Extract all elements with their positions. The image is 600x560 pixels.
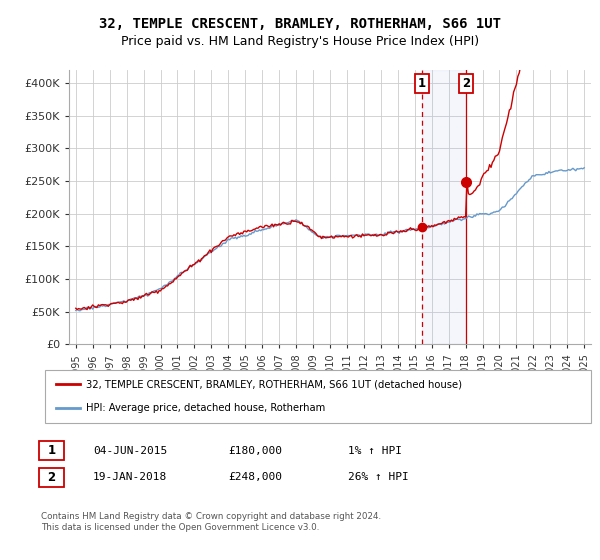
Text: 32, TEMPLE CRESCENT, BRAMLEY, ROTHERHAM, S66 1UT: 32, TEMPLE CRESCENT, BRAMLEY, ROTHERHAM,… bbox=[99, 16, 501, 30]
Text: 04-JUN-2015: 04-JUN-2015 bbox=[93, 446, 167, 456]
Text: £180,000: £180,000 bbox=[228, 446, 282, 456]
Text: 26% ↑ HPI: 26% ↑ HPI bbox=[348, 472, 409, 482]
Bar bbox=[422, 70, 466, 344]
Text: 32, TEMPLE CRESCENT, BRAMLEY, ROTHERHAM, S66 1UT (detached house): 32, TEMPLE CRESCENT, BRAMLEY, ROTHERHAM,… bbox=[86, 380, 462, 390]
Text: 1: 1 bbox=[47, 444, 56, 458]
Text: 2: 2 bbox=[47, 470, 56, 484]
Text: HPI: Average price, detached house, Rotherham: HPI: Average price, detached house, Roth… bbox=[86, 403, 325, 413]
Text: 19-JAN-2018: 19-JAN-2018 bbox=[93, 472, 167, 482]
Text: 1: 1 bbox=[418, 77, 426, 90]
Text: £248,000: £248,000 bbox=[228, 472, 282, 482]
Text: Price paid vs. HM Land Registry's House Price Index (HPI): Price paid vs. HM Land Registry's House … bbox=[121, 35, 479, 49]
Text: Contains HM Land Registry data © Crown copyright and database right 2024.
This d: Contains HM Land Registry data © Crown c… bbox=[41, 512, 381, 531]
Text: 1% ↑ HPI: 1% ↑ HPI bbox=[348, 446, 402, 456]
Text: 2: 2 bbox=[463, 77, 470, 90]
